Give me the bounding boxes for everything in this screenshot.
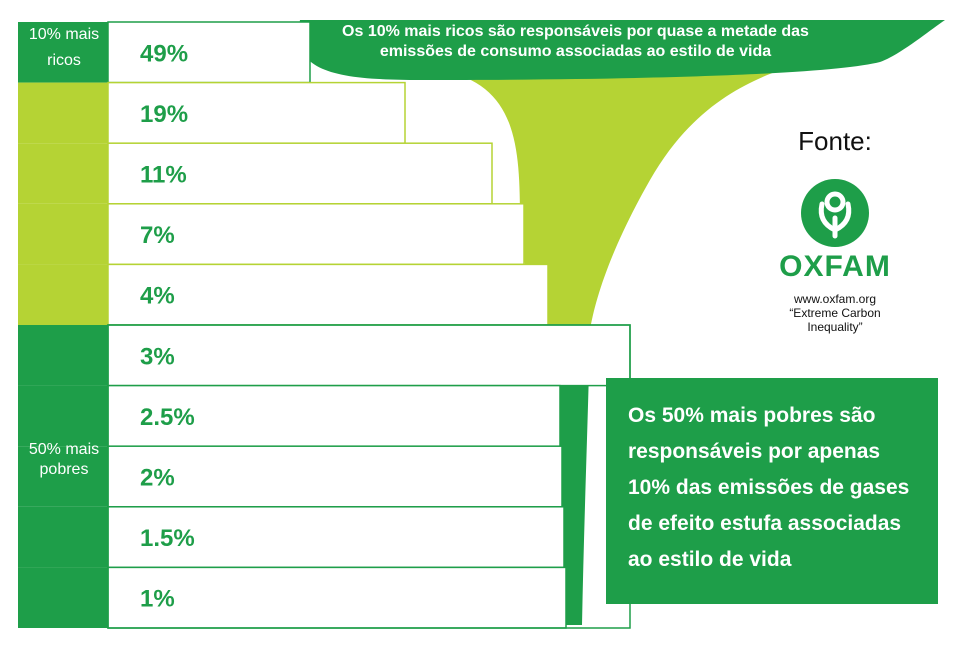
source-url: www.oxfam.org [793,292,877,306]
source-reference: “Extreme Carbon Inequality” [789,306,881,334]
oxfam-person-icon [801,179,869,247]
top-annotation: Os 10% mais ricos são responsáveis por q… [318,22,833,66]
value-label: 1.5% [140,525,195,552]
value-label: 49% [140,40,188,67]
value-label: 3% [140,343,175,370]
row-band [107,263,549,326]
funnel-stem [552,330,590,625]
value-label: 19% [140,101,188,128]
group-cell [18,385,108,447]
row-band [107,445,563,508]
row-band [107,566,567,629]
row-band [107,21,311,84]
source-heading: Fonte: [798,126,872,156]
row-band [107,384,561,447]
group-cell [18,82,108,144]
oxfam-wordmark: OXFAM [779,250,891,283]
row-band [107,506,565,569]
bottom-annotation: Os 50% mais pobres são responsáveis por … [606,378,938,604]
row-band [107,142,493,205]
value-label: 1% [140,586,175,613]
group-cell [18,506,108,568]
bottom-group-label: 50% mais pobres [28,441,100,478]
value-label: 2% [140,465,175,492]
group-cell [18,264,108,325]
group-cell [18,143,108,204]
group-cell [18,203,108,265]
row-band [107,324,631,387]
top-group-label: 10% mais ricos [28,26,100,69]
funnel-light [440,70,780,330]
group-cell [18,22,108,83]
group-cell [18,567,108,628]
group-cell [18,325,108,386]
value-label: 2.5% [140,404,195,431]
row-band [107,203,525,266]
group-cell [18,446,108,507]
row-band [107,81,406,144]
value-label: 11% [140,162,187,189]
value-label: 7% [140,222,175,249]
value-label: 4% [140,283,175,310]
